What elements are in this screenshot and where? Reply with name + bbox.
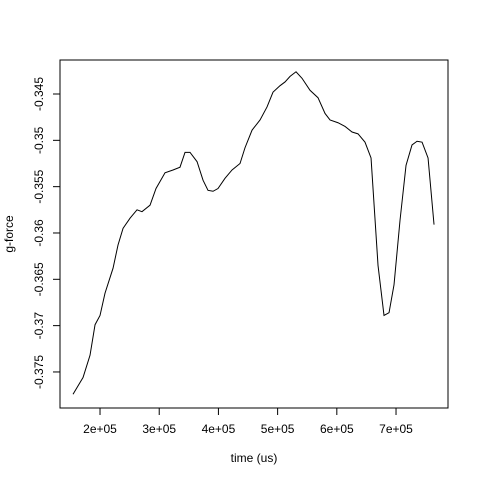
y-tick-label: -0.35	[32, 126, 46, 154]
x-tick-label: 2e+05	[83, 422, 117, 436]
y-tick-label: -0.355	[32, 169, 46, 203]
y-tick-label: -0.375	[32, 355, 46, 389]
x-axis-label: time (us)	[231, 451, 278, 465]
y-tick-label: -0.37	[32, 312, 46, 340]
data-line	[72, 71, 435, 395]
x-tick-label: 6e+05	[320, 422, 354, 436]
plot-box	[59, 59, 449, 409]
y-tick-label: -0.365	[32, 262, 46, 296]
x-tick-label: 3e+05	[142, 422, 176, 436]
y-tick-label: -0.36	[32, 219, 46, 247]
x-tick-label: 4e+05	[202, 422, 236, 436]
y-axis-label: g-force	[2, 215, 16, 253]
x-tick-label: 5e+05	[261, 422, 295, 436]
y-tick-label: -0.345	[32, 77, 46, 111]
x-tick-label: 7e+05	[379, 422, 413, 436]
